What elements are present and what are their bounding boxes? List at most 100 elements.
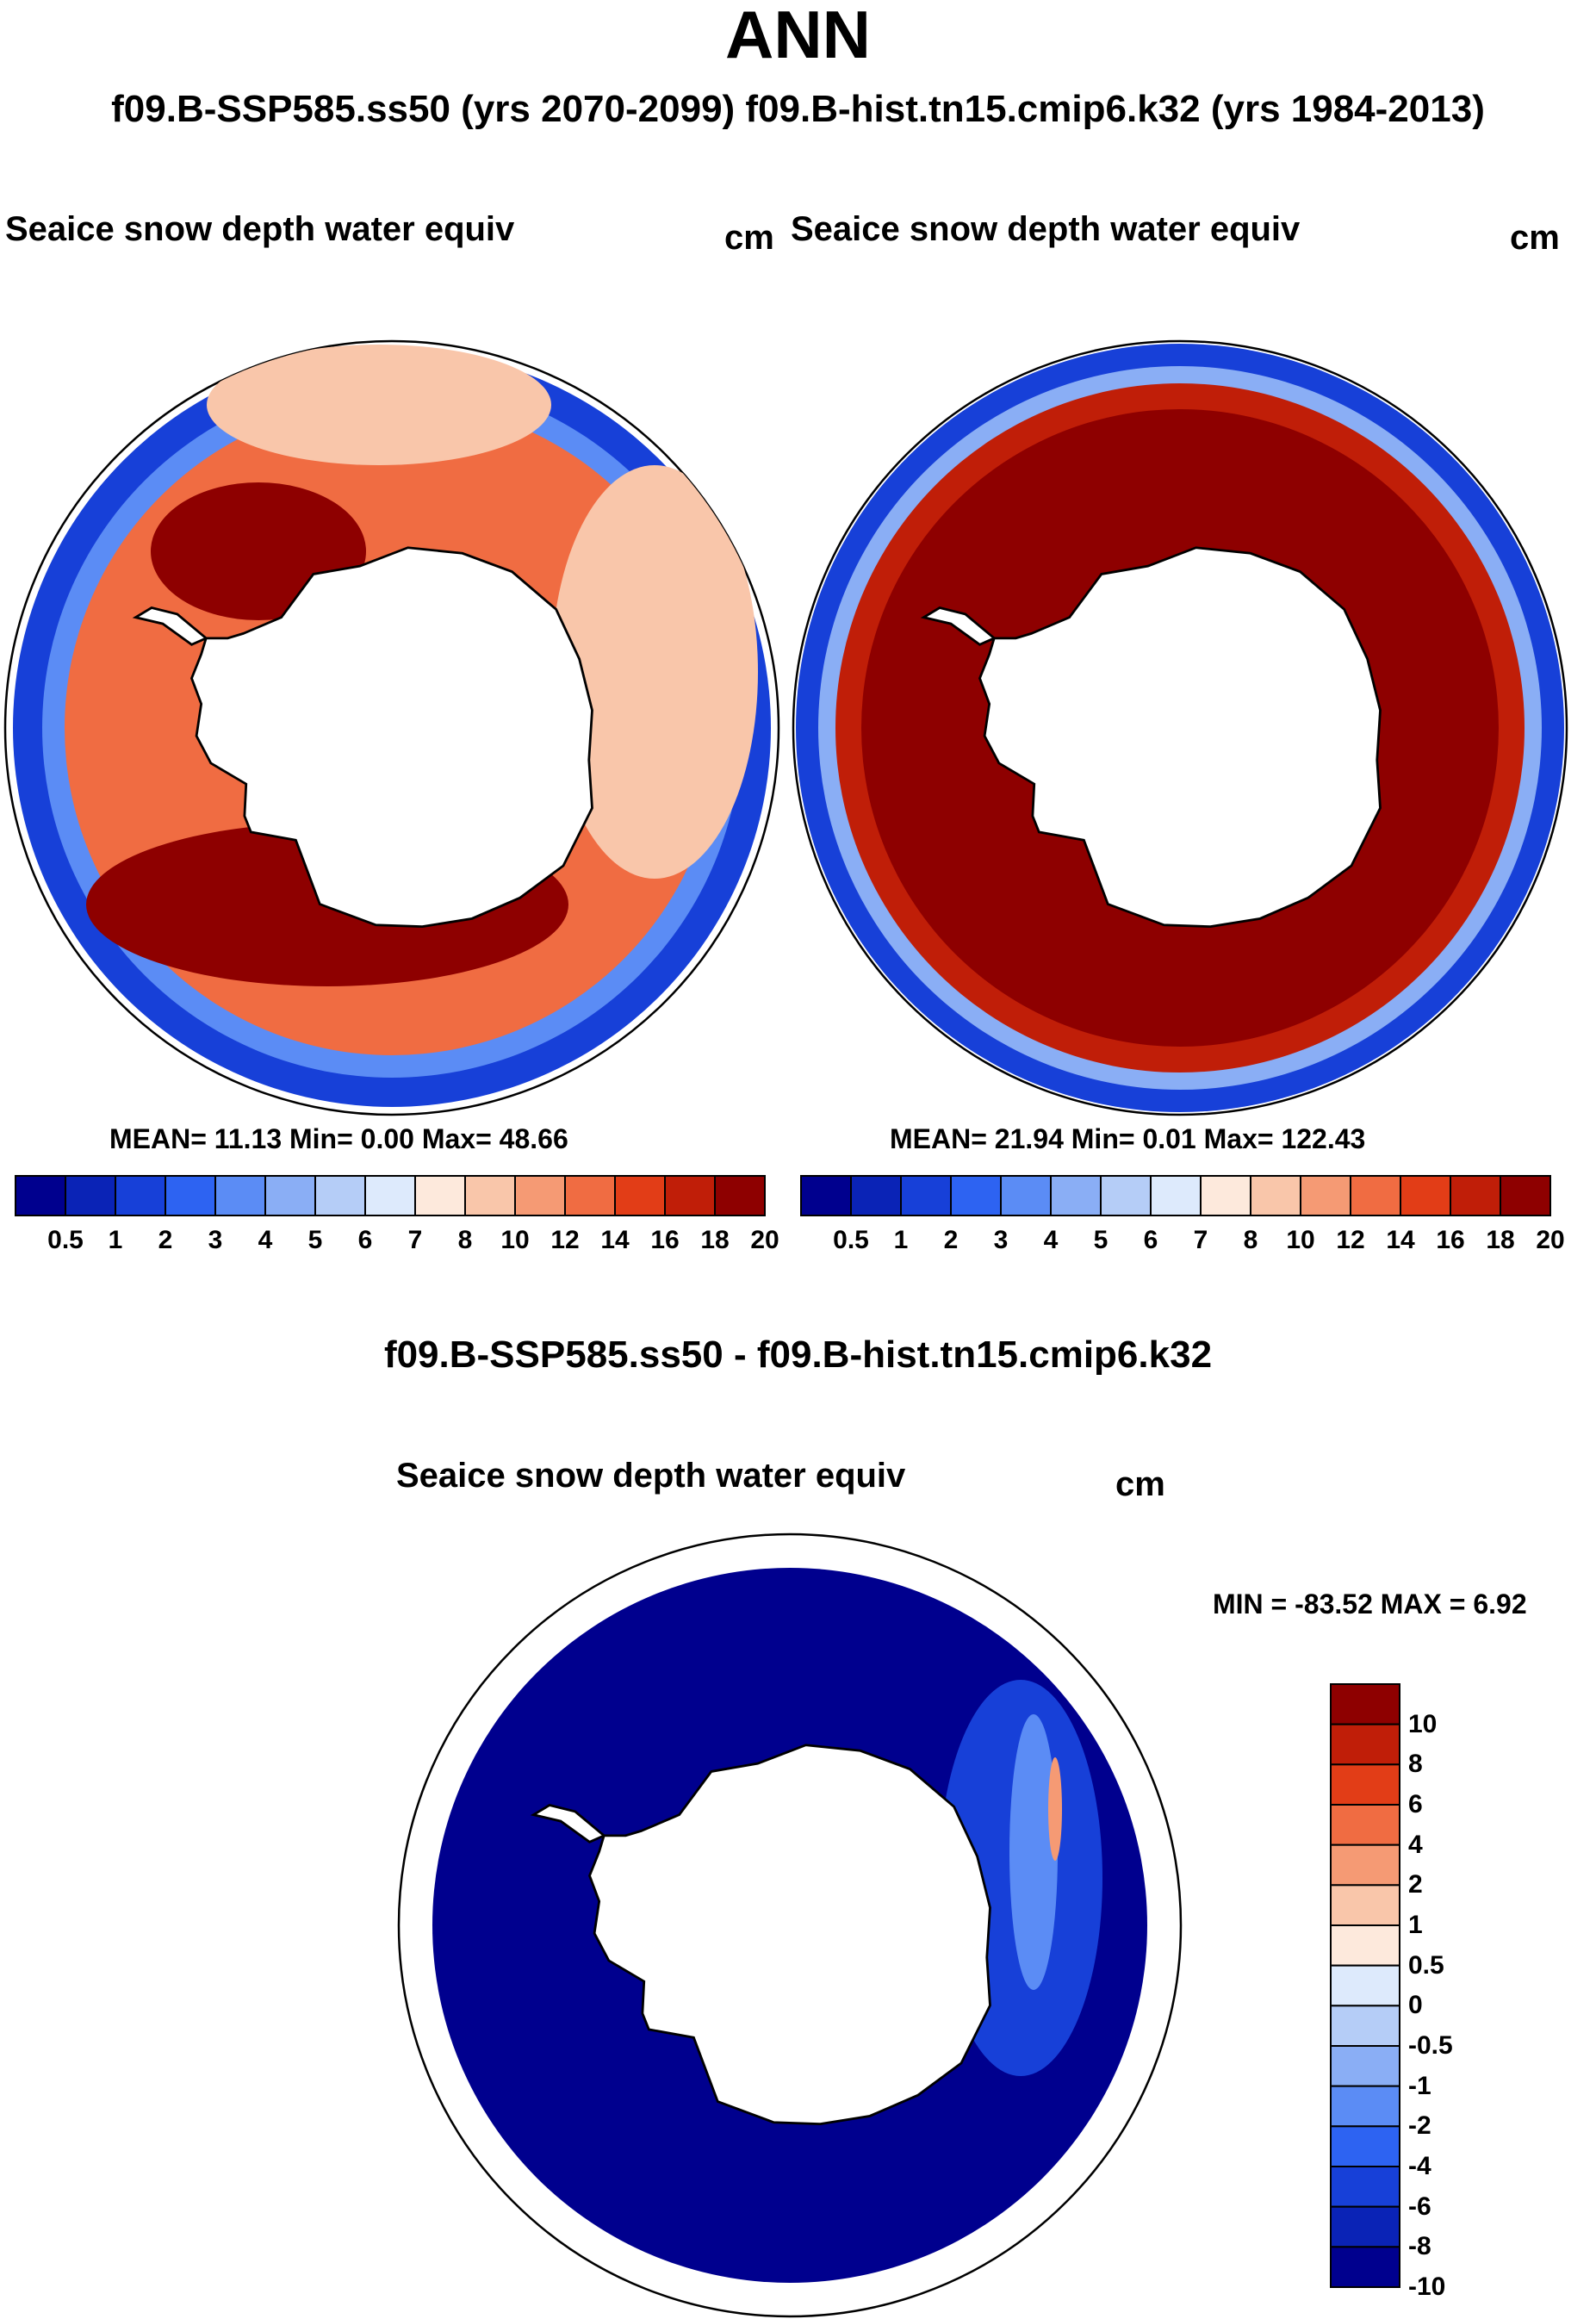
colorbar-difference-tick-label: -1 — [1408, 2071, 1431, 2100]
colorbar-difference-swatch-8 — [1330, 2005, 1400, 2047]
colorbar-historical-tick-label: 18 — [1486, 1226, 1515, 1254]
panel-2-stats: MEAN= 21.94 Min= 0.01 Max= 122.43 — [890, 1123, 1366, 1154]
north-light-zone — [207, 345, 551, 465]
colorbar-difference-tick-label: 4 — [1408, 1830, 1423, 1859]
colorbar-ssp585-swatch-1 — [65, 1175, 116, 1216]
colorbar-ssp585-swatch-5 — [264, 1175, 316, 1216]
colorbar-difference-swatch-13 — [1330, 2205, 1400, 2248]
page-subtitle: f09.B-SSP585.ss50 (yrs 2070-2099) f09.B-… — [111, 88, 1485, 130]
colorbar-ssp585-swatch-8 — [414, 1175, 466, 1216]
colorbar-difference-swatch-7 — [1330, 1964, 1400, 2007]
colorbar-ssp585-swatch-12 — [614, 1175, 666, 1216]
panel-1-units: cm — [724, 219, 774, 257]
colorbar-historical-swatch-10 — [1300, 1175, 1351, 1216]
panel-2-units: cm — [1510, 219, 1560, 257]
panel-2-variable-title: Seaice snow depth water equiv — [791, 210, 1301, 248]
colorbar-historical — [800, 1175, 1551, 1216]
colorbar-ssp585-tick-label: 7 — [407, 1226, 423, 1254]
colorbar-ssp585-tick-label: 8 — [457, 1226, 473, 1254]
colorbar-difference-tick-label: -0.5 — [1408, 2031, 1453, 2060]
colorbar-historical-swatch-2 — [900, 1175, 952, 1216]
colorbar-historical-swatch-5 — [1050, 1175, 1102, 1216]
colorbar-historical-swatch-1 — [850, 1175, 902, 1216]
east-positive-streak — [1048, 1757, 1062, 1861]
colorbar-ssp585 — [15, 1175, 766, 1216]
colorbar-difference — [1330, 1683, 1400, 2288]
colorbar-ssp585-swatch-9 — [464, 1175, 516, 1216]
colorbar-historical-tick-label: 8 — [1243, 1226, 1258, 1254]
colorbar-ssp585-tick-label: 20 — [750, 1226, 779, 1254]
colorbar-ssp585-tick-label: 5 — [307, 1226, 323, 1254]
colorbar-ssp585-swatch-13 — [664, 1175, 716, 1216]
colorbar-historical-swatch-6 — [1100, 1175, 1152, 1216]
colorbar-difference-swatch-5 — [1330, 1884, 1400, 1926]
page-title: ANN — [725, 0, 871, 72]
colorbar-difference-swatch-11 — [1330, 2125, 1400, 2167]
colorbar-historical-tick-label: 0.5 — [833, 1226, 869, 1254]
colorbar-historical-tick-label: 20 — [1536, 1226, 1565, 1254]
colorbar-ssp585-swatch-14 — [714, 1175, 766, 1216]
panel-1-variable-title: Seaice snow depth water equiv — [5, 210, 515, 248]
colorbar-historical-tick-label: 12 — [1336, 1226, 1365, 1254]
colorbar-ssp585-tick-label: 1 — [108, 1226, 123, 1254]
colorbar-difference-swatch-14 — [1330, 2246, 1400, 2288]
diff-minmax: MIN = -83.52 MAX = 6.92 — [1213, 1588, 1527, 1620]
colorbar-historical-swatch-11 — [1350, 1175, 1401, 1216]
colorbar-difference-tick-label: 1 — [1408, 1911, 1423, 1939]
colorbar-ssp585-tick-label: 12 — [550, 1226, 580, 1254]
panel-1-stats: MEAN= 11.13 Min= 0.00 Max= 48.66 — [109, 1123, 568, 1154]
colorbar-historical-swatch-14 — [1500, 1175, 1551, 1216]
colorbar-difference-tick-label: 2 — [1408, 1870, 1423, 1899]
colorbar-difference-tick-label: 10 — [1408, 1709, 1438, 1738]
colorbar-historical-swatch-13 — [1450, 1175, 1501, 1216]
colorbar-historical-tick-label: 1 — [893, 1226, 909, 1254]
colorbar-difference-tick-label: -6 — [1408, 2192, 1431, 2221]
colorbar-ssp585-swatch-11 — [564, 1175, 616, 1216]
colorbar-historical-swatch-12 — [1400, 1175, 1451, 1216]
map-panel-ssp585 — [3, 339, 780, 1116]
difference-title: f09.B-SSP585.ss50 - f09.B-hist.tn15.cmip… — [383, 1334, 1213, 1376]
colorbar-historical-swatch-8 — [1200, 1175, 1251, 1216]
colorbar-historical-tick-label: 14 — [1386, 1226, 1415, 1254]
colorbar-difference-swatch-3 — [1330, 1804, 1400, 1846]
diff-variable-title: Seaice snow depth water equiv — [396, 1457, 906, 1495]
colorbar-historical-swatch-7 — [1150, 1175, 1202, 1216]
colorbar-ssp585-tick-label: 6 — [357, 1226, 373, 1254]
colorbar-ssp585-tick-label: 16 — [650, 1226, 680, 1254]
colorbar-historical-tick-label: 16 — [1436, 1226, 1465, 1254]
colorbar-difference-swatch-2 — [1330, 1763, 1400, 1806]
colorbar-difference-swatch-12 — [1330, 2166, 1400, 2208]
map-panel-historical — [792, 339, 1568, 1116]
colorbar-historical-tick-label: 5 — [1093, 1226, 1109, 1254]
colorbar-ssp585-swatch-6 — [314, 1175, 366, 1216]
colorbar-ssp585-swatch-3 — [165, 1175, 216, 1216]
colorbar-ssp585-swatch-10 — [514, 1175, 566, 1216]
colorbar-ssp585-swatch-0 — [15, 1175, 66, 1216]
colorbar-difference-swatch-9 — [1330, 2045, 1400, 2087]
colorbar-difference-swatch-0 — [1330, 1683, 1400, 1725]
colorbar-historical-tick-label: 6 — [1143, 1226, 1158, 1254]
colorbar-difference-swatch-10 — [1330, 2085, 1400, 2128]
diff-units: cm — [1115, 1465, 1165, 1503]
colorbar-ssp585-tick-label: 18 — [700, 1226, 730, 1254]
colorbar-historical-tick-label: 2 — [943, 1226, 959, 1254]
colorbar-historical-tick-label: 4 — [1043, 1226, 1059, 1254]
colorbar-historical-tick-label: 10 — [1286, 1226, 1315, 1254]
colorbar-ssp585-swatch-2 — [115, 1175, 166, 1216]
map-panel-difference — [397, 1533, 1183, 2318]
colorbar-ssp585-tick-label: 2 — [158, 1226, 173, 1254]
colorbar-historical-swatch-0 — [800, 1175, 852, 1216]
colorbar-difference-tick-label: -10 — [1408, 2272, 1446, 2301]
colorbar-ssp585-tick-label: 0.5 — [47, 1226, 84, 1254]
colorbar-ssp585-swatch-7 — [364, 1175, 416, 1216]
colorbar-ssp585-tick-label: 14 — [600, 1226, 630, 1254]
colorbar-ssp585-tick-label: 10 — [500, 1226, 530, 1254]
colorbar-difference-tick-label: 6 — [1408, 1790, 1423, 1819]
colorbar-ssp585-swatch-4 — [214, 1175, 266, 1216]
colorbar-difference-swatch-1 — [1330, 1723, 1400, 1766]
colorbar-ssp585-tick-label: 3 — [208, 1226, 223, 1254]
colorbar-historical-swatch-9 — [1250, 1175, 1301, 1216]
colorbar-difference-swatch-6 — [1330, 1924, 1400, 1967]
colorbar-historical-swatch-3 — [950, 1175, 1002, 1216]
